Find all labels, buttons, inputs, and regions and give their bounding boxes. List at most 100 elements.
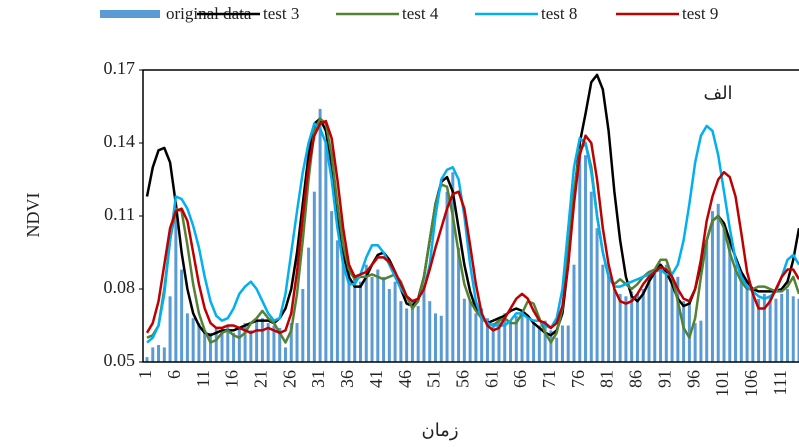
x-tick-label: 71 xyxy=(539,370,559,388)
bar xyxy=(664,264,668,362)
x-tick-label: 36 xyxy=(337,370,357,388)
bar xyxy=(572,264,576,362)
bar xyxy=(612,289,616,362)
bar xyxy=(578,143,582,362)
bar xyxy=(474,313,478,362)
bar xyxy=(335,240,339,362)
bar xyxy=(485,318,489,362)
bar xyxy=(682,301,686,362)
bar xyxy=(197,323,201,362)
bar xyxy=(797,298,799,362)
bar xyxy=(509,320,513,362)
bar xyxy=(249,330,253,362)
bar xyxy=(549,330,553,362)
x-tick-label: 66 xyxy=(510,370,530,388)
bar xyxy=(757,298,761,362)
bar xyxy=(266,323,270,362)
bar xyxy=(687,301,691,362)
y-tick-label: 0.14 xyxy=(104,131,136,151)
bar xyxy=(503,313,507,362)
bar xyxy=(226,325,230,362)
bar xyxy=(457,247,461,362)
bar xyxy=(676,276,680,362)
x-tick-label: 111 xyxy=(770,370,790,396)
x-tick-label: 91 xyxy=(654,370,674,388)
y-tick-label: 0.08 xyxy=(104,277,136,297)
bar xyxy=(416,306,420,362)
bar xyxy=(537,325,541,362)
x-tick-label: 6 xyxy=(164,370,184,379)
legend-swatch xyxy=(100,10,160,18)
bar xyxy=(751,293,755,362)
bar xyxy=(255,320,259,362)
y-axis-label: NDVI xyxy=(23,193,43,238)
bar xyxy=(434,313,437,362)
bar xyxy=(220,330,224,362)
bar xyxy=(358,281,362,362)
x-tick-label: 96 xyxy=(683,370,703,388)
bar xyxy=(439,315,443,362)
x-tick-label: 101 xyxy=(712,370,732,397)
bar xyxy=(532,323,536,362)
bar xyxy=(716,203,720,362)
bar xyxy=(774,298,778,362)
line xyxy=(146,122,799,344)
bar xyxy=(601,264,605,362)
x-tick-label: 21 xyxy=(251,370,271,388)
bar xyxy=(768,296,772,362)
bar xyxy=(468,301,472,362)
bar xyxy=(445,191,449,362)
bar xyxy=(745,289,749,362)
bar xyxy=(341,245,345,362)
bar xyxy=(451,172,455,362)
y-tick-label: 0.11 xyxy=(104,204,135,224)
bar xyxy=(791,296,795,362)
x-tick-label: 1 xyxy=(135,370,155,379)
x-tick-label: 81 xyxy=(597,370,617,388)
legend-label: test 8 xyxy=(541,4,577,23)
x-tick-label: 106 xyxy=(741,370,761,397)
x-tick-label: 46 xyxy=(395,370,415,388)
bar xyxy=(780,293,784,362)
bar xyxy=(422,284,426,362)
bar xyxy=(376,269,380,362)
bar xyxy=(526,318,530,362)
bar xyxy=(659,264,663,362)
x-tick-label: 86 xyxy=(626,370,646,388)
bar xyxy=(405,308,409,362)
x-tick-label: 51 xyxy=(424,370,444,388)
bar xyxy=(393,281,397,362)
bar xyxy=(283,347,287,362)
bar xyxy=(237,327,241,362)
bar xyxy=(347,264,351,362)
x-tick-label: 16 xyxy=(222,370,242,388)
bar xyxy=(162,347,166,362)
bar xyxy=(151,347,155,362)
bar xyxy=(589,191,593,362)
bar xyxy=(630,291,634,362)
bar xyxy=(785,289,789,362)
bar xyxy=(739,276,743,362)
x-tick-label: 76 xyxy=(568,370,588,388)
bar xyxy=(705,240,709,362)
bar xyxy=(399,301,403,362)
bar xyxy=(312,191,316,362)
bar xyxy=(145,357,149,362)
bar xyxy=(364,264,368,362)
bar xyxy=(185,313,189,362)
bar xyxy=(693,323,697,362)
bar xyxy=(318,108,322,362)
legend-label: test 9 xyxy=(682,4,718,23)
line xyxy=(145,73,799,337)
bar xyxy=(520,313,524,362)
x-tick-label: 26 xyxy=(279,370,299,388)
bar xyxy=(618,293,622,362)
plot-frame xyxy=(142,69,799,363)
x-tick-label: 61 xyxy=(481,370,501,388)
bar xyxy=(647,276,651,362)
bar xyxy=(710,211,714,362)
bar xyxy=(514,315,518,362)
line xyxy=(145,119,799,335)
legend-label: test 3 xyxy=(263,4,299,23)
